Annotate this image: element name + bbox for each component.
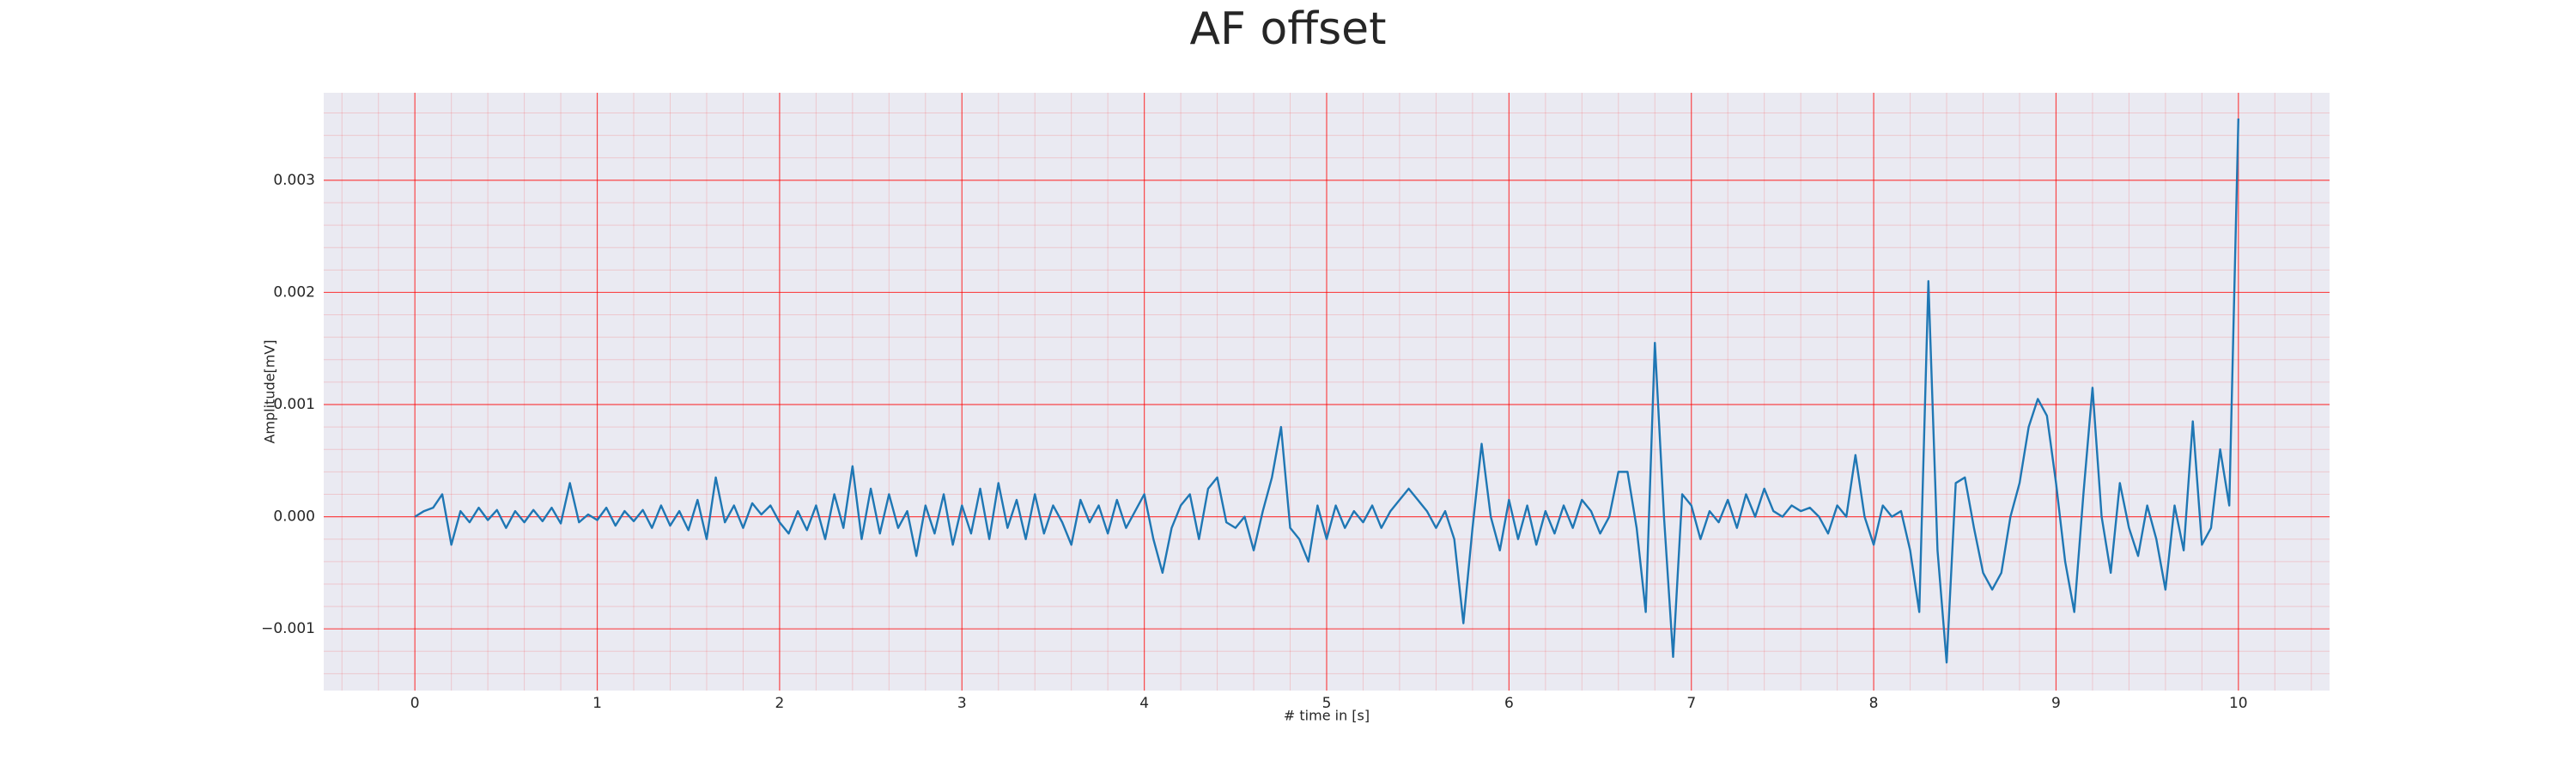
y-tick-label: 0.003	[273, 172, 315, 189]
signal-line	[414, 119, 2240, 664]
x-tick-label: 5	[1322, 695, 1332, 712]
y-tick-label: 0.002	[273, 283, 315, 301]
x-tick-label: 0	[410, 695, 420, 712]
x-tick-label: 1	[592, 695, 602, 712]
x-tick-label: 4	[1139, 695, 1149, 712]
y-axis-label: Amplitude[mV]	[262, 339, 278, 443]
x-tick-label: 9	[2051, 695, 2061, 712]
chart-title: AF offset	[1189, 3, 1386, 55]
x-tick-label: 3	[957, 695, 967, 712]
y-tick-label: −0.001	[261, 620, 315, 637]
x-tick-label: 6	[1504, 695, 1514, 712]
y-tick-label: 0.000	[273, 508, 315, 526]
x-tick-label: 10	[2229, 695, 2248, 712]
x-axis-label: # time in [s]	[1284, 708, 1370, 724]
x-tick-label: 8	[1869, 695, 1879, 712]
y-tick-label: 0.001	[273, 396, 315, 413]
x-tick-label: 2	[775, 695, 784, 712]
x-tick-label: 7	[1686, 695, 1696, 712]
